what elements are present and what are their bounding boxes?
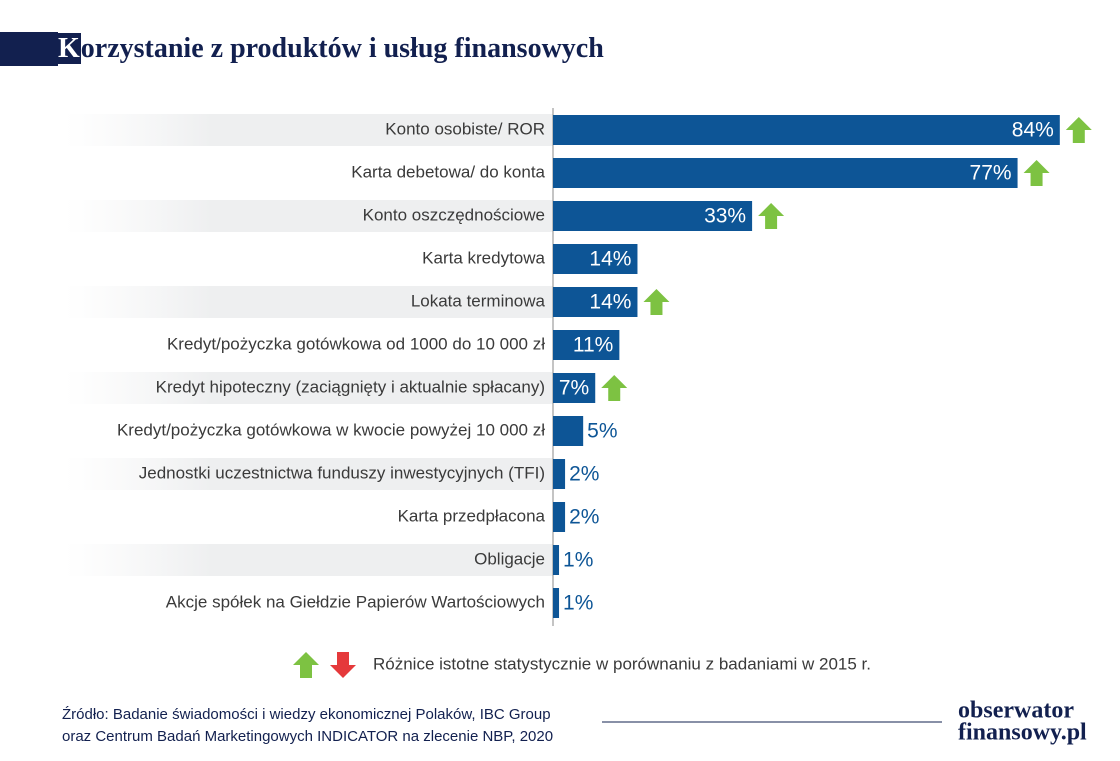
row-stripe (65, 200, 553, 232)
change-arrow (1065, 117, 1092, 143)
value-label: 77% (970, 162, 1012, 185)
bar (553, 502, 566, 532)
category-label: Obligacje (474, 549, 545, 568)
category-label: Kredyt/pożyczka gotówkowa w kwocie powyż… (117, 420, 545, 439)
logo-bottom: finansowy.pl (958, 720, 1087, 746)
category-label: Jednostki uczestnictwa funduszy inwestyc… (139, 463, 545, 482)
bar (553, 459, 566, 489)
category-label: Konto oszczędnościowe (363, 205, 545, 224)
bar (553, 588, 560, 618)
row-stripe (65, 372, 553, 404)
bar (553, 330, 620, 360)
bar (553, 416, 584, 446)
bar (553, 201, 753, 231)
row-stripe (65, 458, 553, 490)
value-label: 1% (563, 549, 593, 572)
value-label: 5% (587, 420, 617, 443)
change-arrow (601, 375, 628, 401)
bar (553, 373, 596, 403)
source-line: oraz Centrum Badań Marketingowych INDICA… (62, 728, 553, 745)
category-label: Karta przedpłacona (398, 506, 546, 525)
legend-text: Różnice istotne statystycznie w porównan… (373, 654, 871, 673)
value-label: 84% (1012, 119, 1054, 142)
category-label: Konto osobiste/ ROR (385, 119, 545, 138)
title-block (0, 32, 58, 66)
value-label: 11% (573, 334, 613, 357)
chart-title: Korzystanie z produktów i usług finansow… (58, 33, 604, 64)
category-label: Karta debetowa/ do konta (351, 162, 545, 181)
row-stripe (65, 286, 553, 318)
category-label: Kredyt/pożyczka gotówkowa od 1000 do 10 … (167, 334, 545, 353)
value-label: 33% (704, 205, 746, 228)
legend-arrow-up (293, 652, 319, 678)
row-stripe (65, 114, 553, 146)
value-label: 7% (559, 377, 589, 400)
category-label: Kredyt hipoteczny (zaciągnięty i aktualn… (156, 377, 545, 396)
bar (553, 244, 638, 274)
row-stripe (65, 544, 553, 576)
category-label: Lokata terminowa (411, 291, 546, 310)
bar (553, 287, 638, 317)
change-arrow (643, 289, 670, 315)
bar (553, 545, 560, 575)
change-arrow (1023, 160, 1050, 186)
bar (553, 158, 1018, 188)
category-label: Karta kredytowa (422, 248, 545, 267)
value-label: 14% (589, 291, 631, 314)
bar (553, 115, 1060, 145)
value-label: 1% (563, 592, 593, 615)
value-label: 2% (569, 506, 599, 529)
change-arrow (758, 203, 785, 229)
value-label: 14% (589, 248, 631, 271)
legend-arrow-down (330, 652, 356, 678)
category-label: Akcje spółek na Giełdzie Papierów Wartoś… (166, 592, 545, 611)
source-line: Źródło: Badanie świadomości i wiedzy eko… (62, 706, 551, 723)
value-label: 2% (569, 463, 599, 486)
logo-top: obserwator (958, 698, 1074, 724)
